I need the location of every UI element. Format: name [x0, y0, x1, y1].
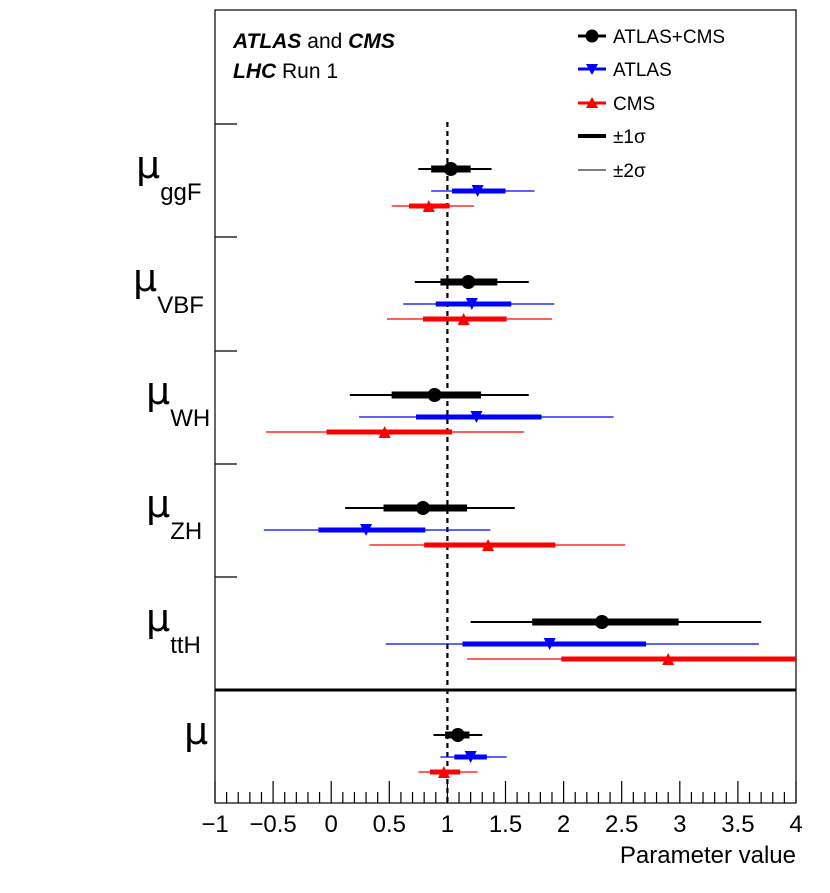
param-label-ggf-symbol: μ — [136, 143, 160, 187]
legend-label-atlas: ATLAS — [613, 60, 672, 81]
legend-label-cms: CMS — [613, 94, 655, 115]
point-inclusive-atlas-marker — [464, 751, 477, 763]
point-zh-cms-marker — [482, 539, 495, 551]
header-run: Run 1 — [276, 60, 338, 83]
point-wh-atlas-cms-marker — [427, 388, 442, 402]
param-label-vbf-subscript: VBF — [157, 292, 204, 319]
point-tth-cms-marker — [662, 653, 675, 665]
header-and: and — [301, 30, 348, 53]
x-tick-label-6: 2 — [557, 811, 570, 838]
point-tth-atlas-marker — [543, 638, 556, 650]
point-inclusive-atlas-cms-marker — [450, 728, 465, 742]
point-vbf-cms-marker — [457, 313, 470, 325]
param-label-wh: μWH — [146, 369, 210, 432]
point-inclusive-cms-marker — [437, 766, 450, 778]
x-axis-title: Parameter value — [620, 842, 796, 869]
point-ggf-cms-marker — [422, 200, 435, 212]
legend-marker-atlas — [586, 64, 598, 75]
param-label-zh-subscript: ZH — [170, 518, 202, 545]
point-ggf-atlas-cms-marker — [443, 162, 458, 176]
x-tick-label-0: −1 — [201, 811, 228, 838]
param-label-ggf-subscript: ggF — [160, 179, 201, 206]
x-tick-label-8: 3 — [673, 811, 686, 838]
header-line-1: ATLAS and CMS — [232, 30, 395, 53]
legend-label-1sigma: ±1σ — [613, 127, 646, 148]
param-label-tth-subscript: ttH — [170, 632, 201, 659]
param-label-tth: μttH — [146, 596, 201, 659]
x-tick-label-5: 1.5 — [489, 811, 522, 838]
x-tick-label-4: 1 — [441, 811, 454, 838]
param-label-ggf: μggF — [136, 143, 202, 206]
param-label-vbf-symbol: μ — [133, 256, 157, 300]
x-tick-label-1: −0.5 — [249, 811, 296, 838]
param-label-vbf: μVBF — [133, 256, 204, 319]
x-tick-label-3: 0.5 — [373, 811, 406, 838]
point-tth-atlas-cms-marker — [594, 615, 609, 629]
header-cms: CMS — [348, 30, 395, 53]
param-label-tth-symbol: μ — [146, 596, 170, 640]
param-label-wh-symbol: μ — [146, 369, 170, 413]
legend-label-2sigma: ±2σ — [613, 161, 646, 182]
x-tick-label-9: 3.5 — [721, 811, 754, 838]
legend-marker-cms — [586, 97, 598, 108]
param-label-inclusive-symbol: μ — [184, 709, 208, 753]
param-label-zh-symbol: μ — [146, 482, 170, 526]
header-lhc: LHC — [233, 60, 277, 83]
x-axis: −1 −0.5 0 0.5 1 1.5 2 2.5 3 3.5 4 — [201, 781, 803, 838]
param-label-wh-subscript: WH — [170, 405, 210, 432]
x-tick-label-7: 2.5 — [605, 811, 638, 838]
header-atlas: ATLAS — [232, 30, 301, 53]
point-zh-atlas-marker — [360, 524, 373, 536]
data-marks-group — [263, 162, 796, 778]
param-label-inclusive: μ — [184, 709, 208, 753]
point-vbf-atlas-cms-marker — [461, 275, 476, 289]
legend-label-combined: ATLAS+CMS — [613, 27, 725, 48]
x-tick-label-10: 4 — [789, 811, 802, 838]
legend-marker-combined — [585, 29, 599, 43]
point-vbf-atlas-marker — [465, 298, 478, 310]
point-wh-atlas-marker — [470, 411, 483, 423]
param-label-zh: μZH — [146, 482, 202, 545]
x-tick-label-2: 0 — [325, 811, 338, 838]
legend: ATLAS+CMS ATLAS CMS ±1σ ±2σ — [578, 27, 725, 182]
point-zh-atlas-cms-marker — [415, 501, 430, 515]
point-ggf-atlas-marker — [471, 185, 484, 197]
header-line-2: LHC Run 1 — [233, 60, 338, 83]
point-wh-cms-marker — [378, 426, 391, 438]
